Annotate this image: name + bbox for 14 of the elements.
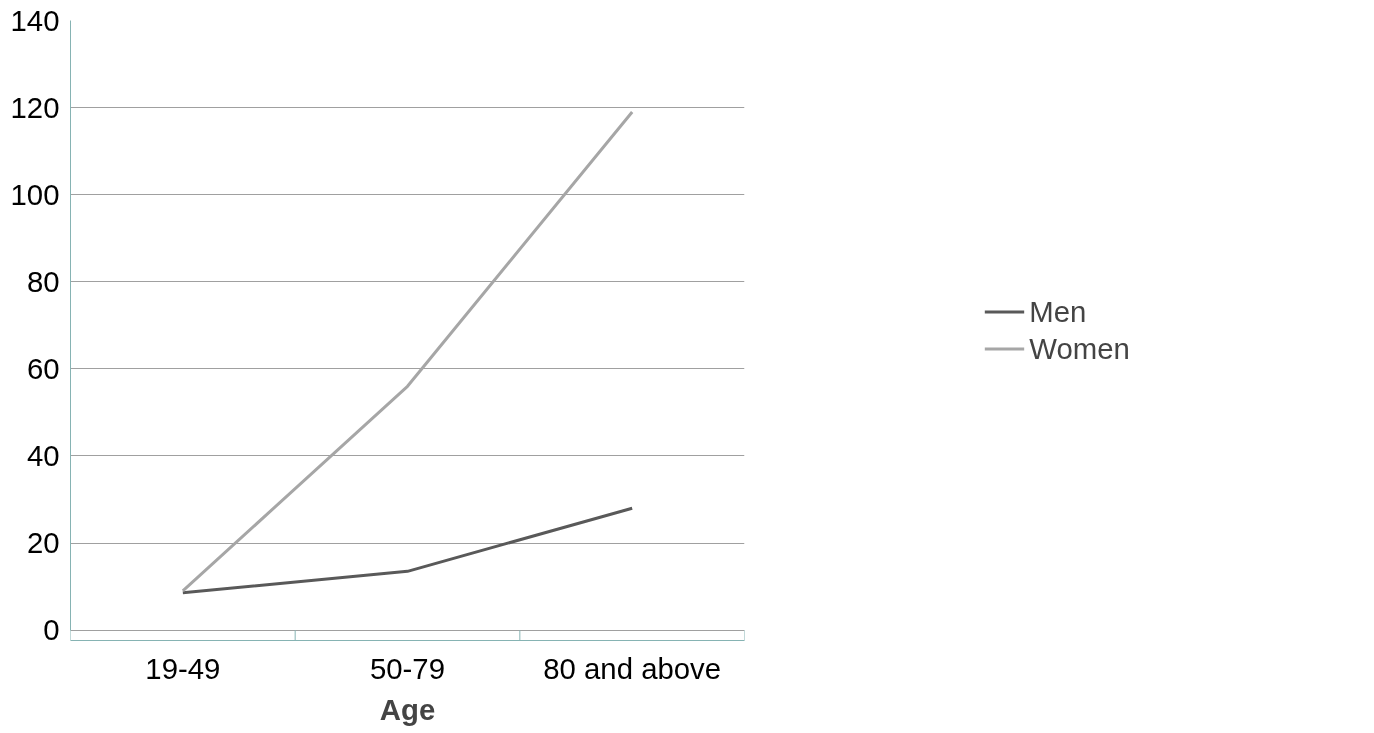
y-tick-label: 60 (26, 351, 60, 385)
y-tick-label: 0 (43, 613, 60, 647)
y-tick-label: 120 (10, 90, 60, 124)
x-tick-label: 80 and above (543, 651, 722, 685)
y-tick-label: 100 (10, 177, 60, 211)
y-tick-label: 80 (26, 264, 60, 298)
legend-label: Men (1029, 294, 1087, 329)
x-tick-label: 50-79 (369, 651, 446, 685)
x-tick-label: 19-49 (145, 651, 221, 685)
x-axis-title: Age (379, 692, 436, 726)
y-tick-label: 140 (10, 3, 60, 37)
y-tick-label: 40 (26, 438, 60, 472)
legend-label: Women (1029, 331, 1130, 366)
y-tick-label: 20 (26, 526, 60, 560)
